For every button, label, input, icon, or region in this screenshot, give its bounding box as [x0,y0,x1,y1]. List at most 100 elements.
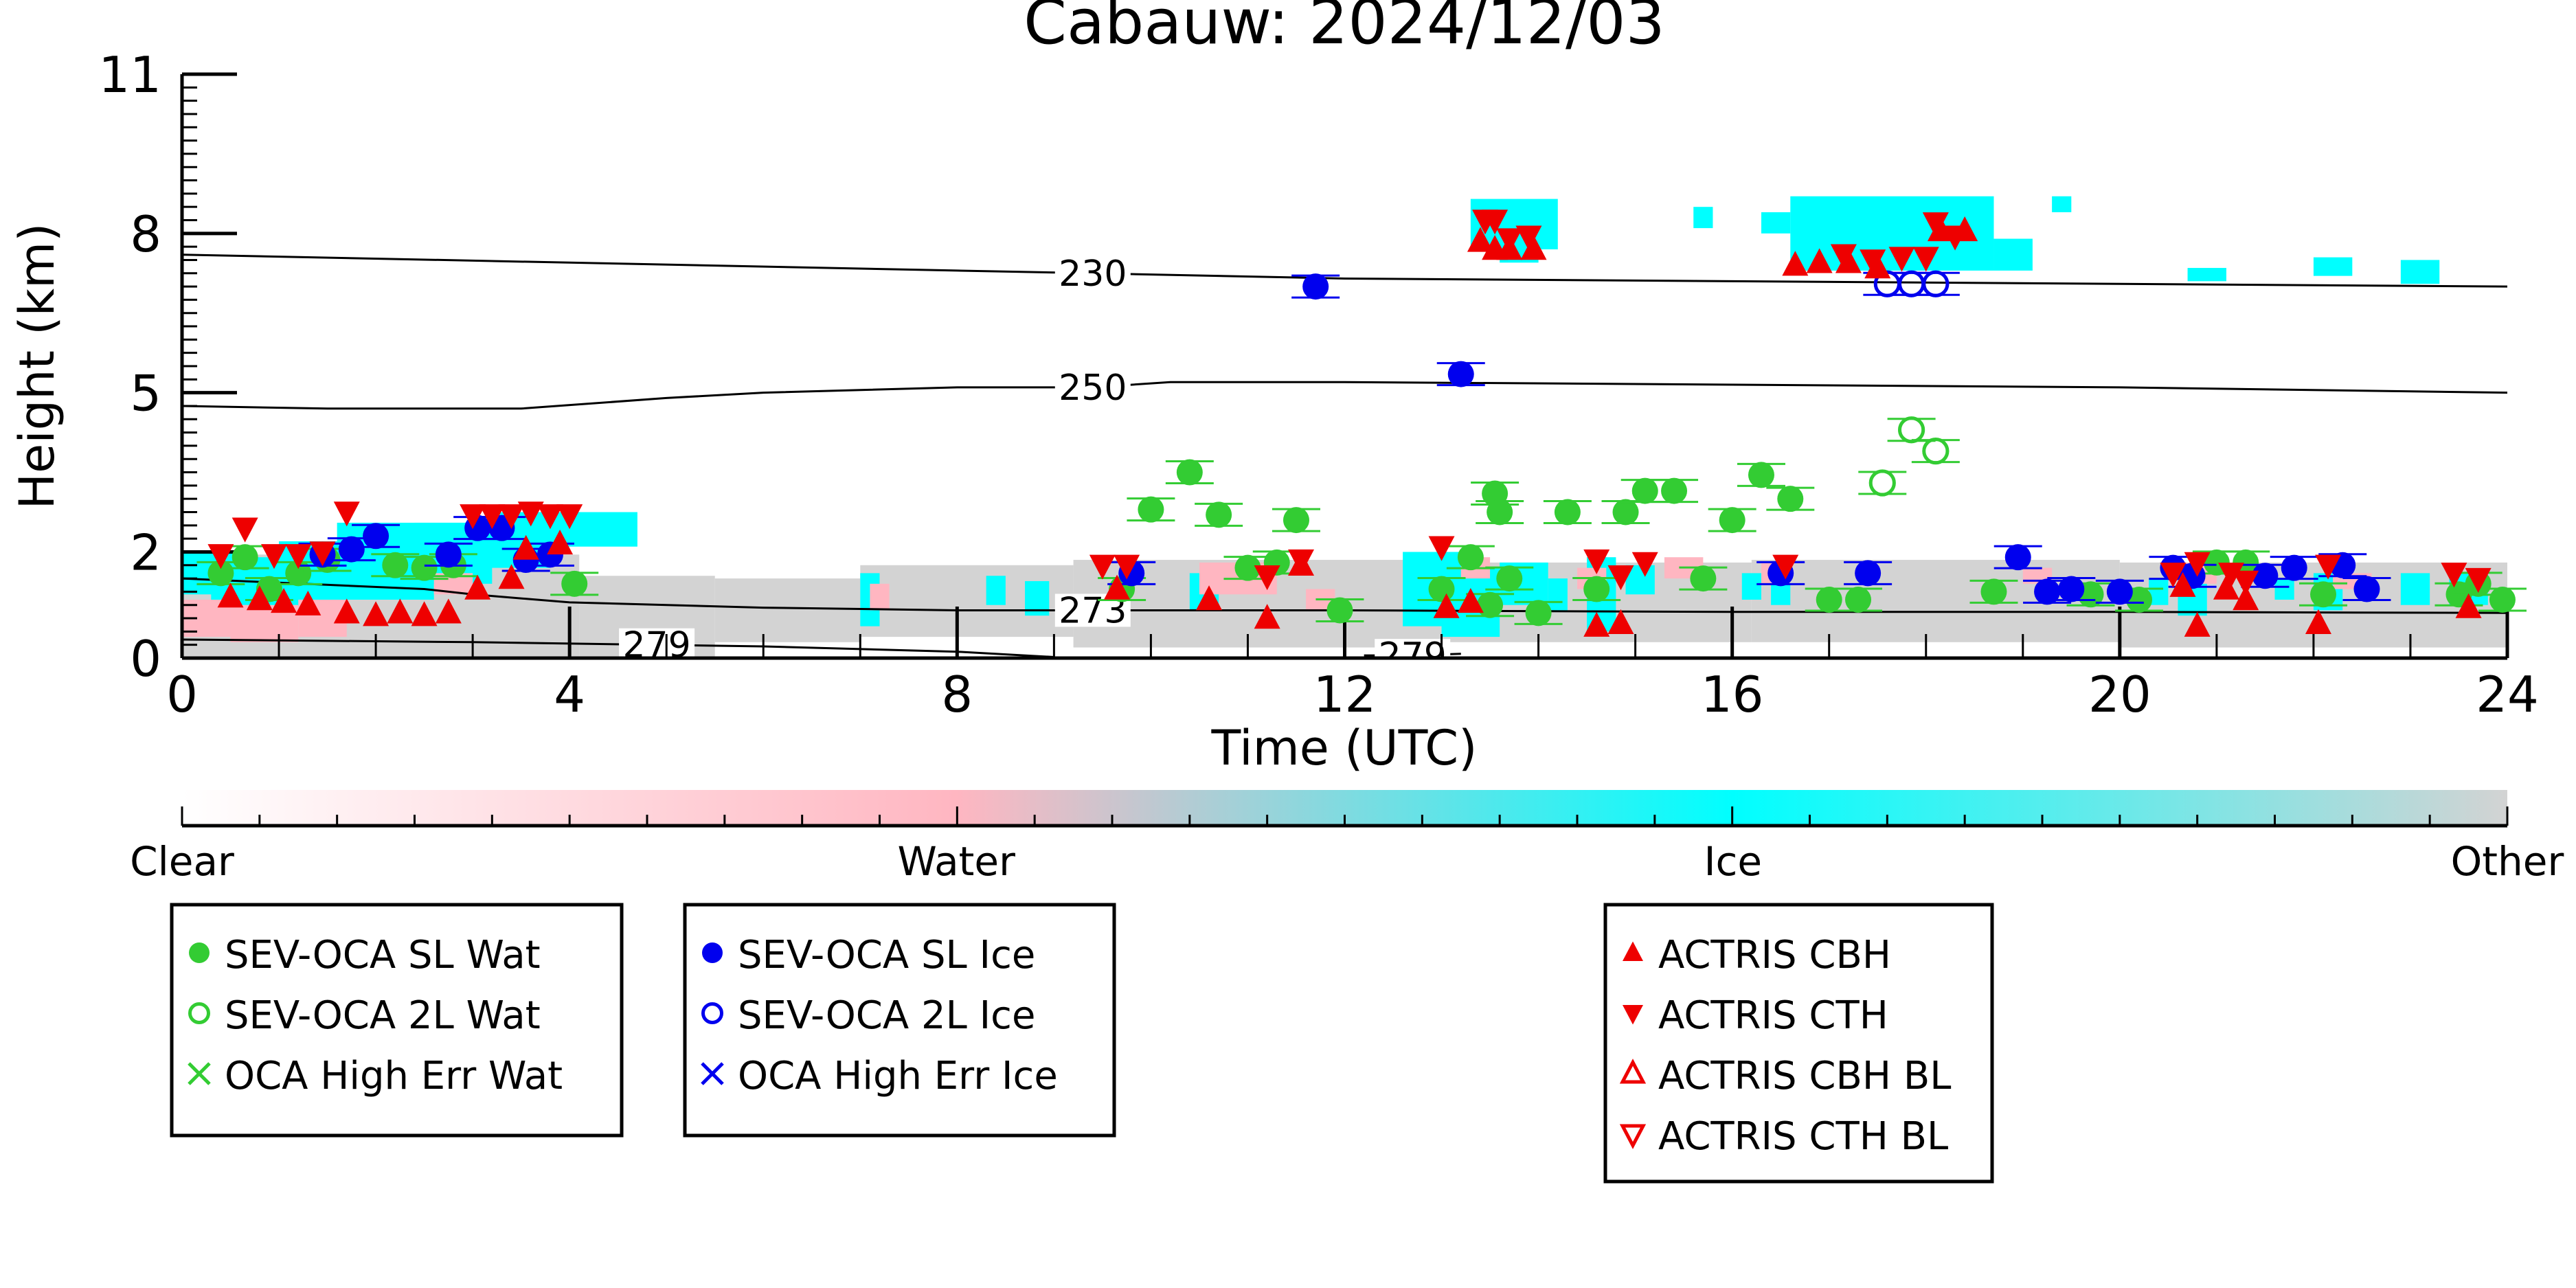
sev-oca-sl-ice-marker [2353,576,2380,602]
cloud-patch [986,576,1006,605]
sev-oca-sl-wat-marker [382,552,409,578]
actris-cth-marker [2315,554,2342,580]
actris-cbh-marker [363,601,389,626]
legend-label: SEV-OCA 2L Wat [225,993,541,1038]
actris-cth-marker [260,544,287,569]
actris-cbh-marker [2169,572,2196,597]
actris-cth-marker [479,504,506,530]
sev-oca-sl-wat-marker [1661,477,1688,504]
actris-cth-marker [1631,552,1658,577]
actris-cth-marker [285,544,312,569]
y-tick-label: 0 [130,630,161,688]
actris-cbh-marker [1104,574,1131,600]
actris-cbh-marker [2455,593,2482,618]
sev-oca-sl-wat-marker [2489,587,2516,613]
isotherm-label: 250 [1059,368,1127,409]
cloud-patch [1548,578,1568,611]
actris-cth-marker [333,501,360,527]
sev-oca-2l-ice-marker [1922,270,1950,297]
legend-box [170,903,624,1138]
cloud-patch [1693,207,1713,229]
actris-cbh-marker [498,564,525,589]
isotherm-line [182,638,1054,658]
sev-oca-sl-wat-marker [1777,486,1804,512]
actris-cth-marker [2160,563,2187,588]
x-tick-label: 4 [554,666,585,723]
x-axis-label: Time (UTC) [1211,720,1478,776]
legend-marker [702,942,723,963]
isotherm-label: 230 [1059,253,1127,295]
sev-oca-sl-wat-marker [1612,499,1639,526]
legend-box [683,903,1116,1138]
colorbar-label: Clear [130,838,234,885]
sev-oca-sl-ice-marker [2106,578,2133,605]
cloud-patch [2052,196,2072,212]
cloud-patch [2400,260,2440,284]
legend-marker [1623,941,1643,961]
sev-oca-sl-wat-marker [1816,587,1842,613]
x-tick-label: 12 [1313,666,1377,723]
sev-oca-sl-wat-marker [1283,507,1309,534]
actris-cth-marker [1515,225,1542,251]
sev-oca-sl-ice-marker [1302,273,1329,300]
sev-oca-sl-ice-marker [338,536,365,563]
actris-cth-marker [460,504,486,530]
y-tick-label: 5 [130,365,161,422]
sev-oca-2l-wat-marker [1868,469,1896,497]
actris-cbh-marker [1467,227,1493,252]
legend-marker [701,1062,724,1085]
legend-label: ACTRIS CTH [1658,993,1888,1038]
actris-cbh-marker [1864,253,1891,279]
sev-oca-sl-wat-marker [231,544,258,571]
actris-cth-marker [1288,549,1315,574]
y-tick-label: 11 [98,46,161,104]
sev-oca-sl-ice-marker [2034,578,2061,605]
actris-cbh-marker [1782,251,1809,276]
sev-oca-sl-wat-marker [1496,565,1523,592]
legend-marker [1623,1005,1643,1025]
actris-cbh-marker [1835,248,1862,273]
legend-marker [188,1002,210,1024]
sev-oca-sl-ice-marker [2058,576,2085,602]
y-axis-label: Height (km) [9,223,65,510]
actris-cth-marker [1942,225,1969,251]
sev-oca-sl-wat-marker [1583,576,1610,602]
sev-oca-sl-ice-marker [435,541,462,568]
actris-cth-marker [231,517,258,543]
actris-cbh-marker [512,534,539,560]
legend-marker [701,1002,723,1024]
isotherm-label-bg [619,628,695,658]
actris-cth-marker [1888,247,1915,272]
colorbar-label: Ice [1704,838,1762,885]
x-tick-label: 8 [941,666,973,723]
sev-oca-2l-ice-marker [1897,270,1925,297]
actris-cbh-marker [217,583,244,608]
actris-cbh-marker [411,601,438,626]
legend-label: SEV-OCA SL Wat [225,933,541,978]
sev-oca-sl-wat-marker [1719,507,1745,534]
sev-oca-sl-wat-marker [1631,477,1658,504]
cloud-patch [2400,573,2430,605]
sev-oca-sl-wat-marker [411,554,438,581]
actris-cth-marker [1912,247,1939,272]
actris-cbh-marker [2305,609,2331,634]
sev-oca-sl-ice-marker [1447,361,1474,387]
sev-oca-sl-wat-marker [561,570,588,597]
actris-cbh-marker [1457,587,1484,613]
sev-oca-sl-wat-marker [1206,501,1232,528]
isotherm-label: 279 [1379,635,1447,677]
data-markers [196,210,2527,637]
cloud-patch [870,583,890,611]
actris-cbh-marker [2184,611,2211,637]
sev-oca-sl-ice-marker [363,523,389,550]
sev-oca-sl-wat-marker [1748,462,1774,488]
actris-cth-marker [309,541,336,567]
cloud-patch [1741,573,1761,600]
actris-cth-marker [2184,552,2211,577]
legend-label: OCA High Err Ice [738,1054,1058,1098]
actris-cbh-marker [333,598,360,624]
actris-cbh-marker [1520,235,1547,260]
sev-oca-sl-wat-marker [1980,578,2007,605]
actris-cth-marker [1583,549,1610,574]
